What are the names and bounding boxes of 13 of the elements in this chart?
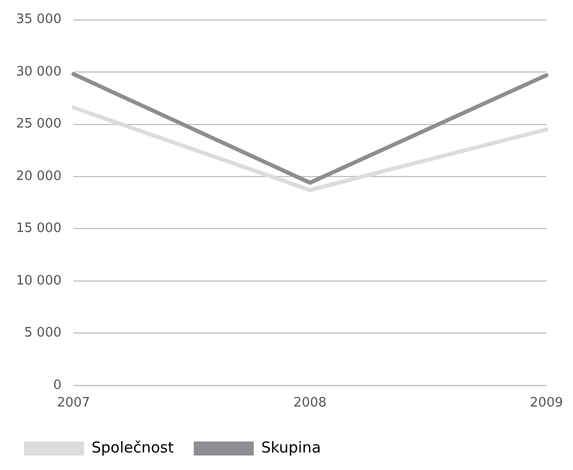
- y-tick-label: 10 000: [16, 273, 62, 288]
- y-tick-label: 25 000: [16, 116, 62, 132]
- legend-label: Společnost: [92, 438, 174, 456]
- y-tick-label: 15 000: [16, 221, 62, 236]
- y-tick-label: 30 000: [16, 64, 62, 80]
- y-tick-label: 0: [53, 378, 62, 393]
- y-tick-label: 20 000: [16, 168, 62, 184]
- y-tick-label: 5 000: [24, 326, 62, 341]
- x-tick-label: 2009: [530, 396, 564, 411]
- x-tick-label: 2008: [293, 396, 327, 411]
- legend-label: Skupina: [261, 438, 321, 456]
- x-tick-label: 2007: [56, 396, 90, 411]
- y-tick-label: 35 000: [16, 12, 62, 28]
